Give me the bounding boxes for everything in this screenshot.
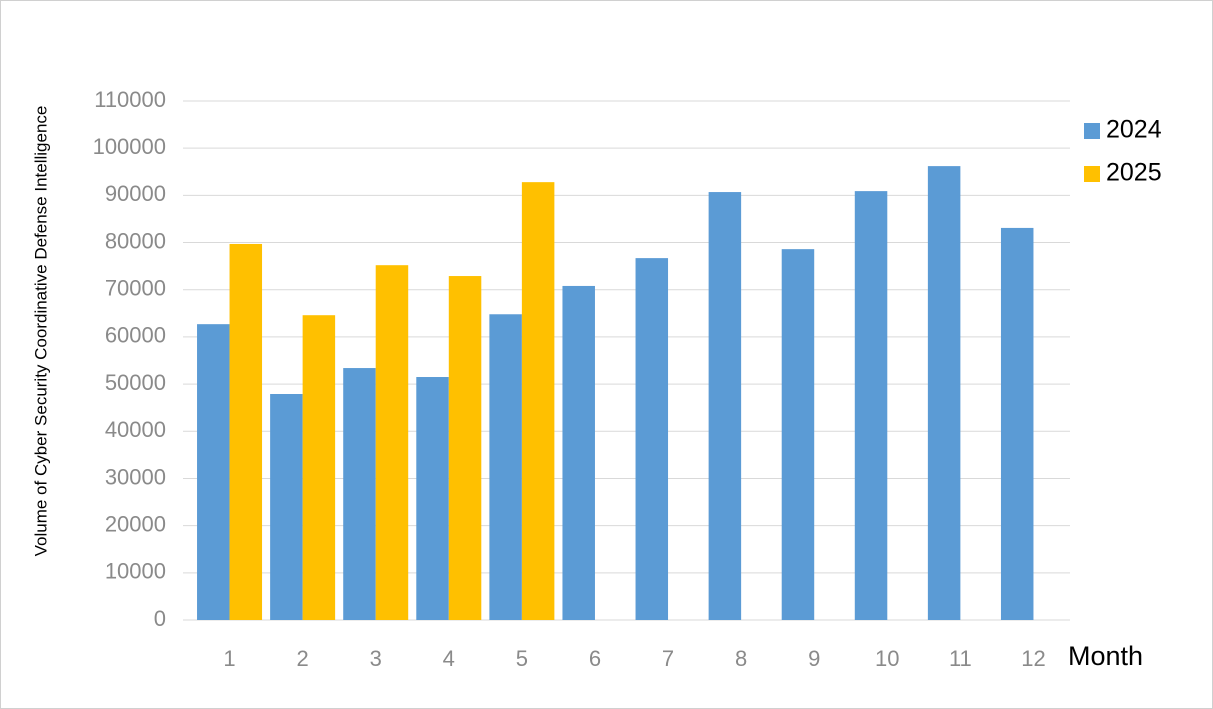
y-tick-label: 70000 <box>105 276 166 301</box>
y-axis-label: Volume of Cyber Security Coordinative De… <box>31 106 50 557</box>
x-tick-label: 1 <box>223 646 235 671</box>
bar <box>1000 227 1034 620</box>
bar <box>635 258 669 620</box>
x-tick-label: 2 <box>297 646 309 671</box>
y-tick-label: 30000 <box>105 464 166 489</box>
y-tick-label: 100000 <box>93 134 166 159</box>
y-tick-label: 60000 <box>105 323 166 348</box>
bar <box>521 182 555 621</box>
bar <box>854 191 888 620</box>
x-tick-label: 9 <box>808 646 820 671</box>
bar <box>562 285 595 620</box>
x-tick-label: 8 <box>735 646 747 671</box>
bar <box>375 265 409 620</box>
y-tick-label: 10000 <box>105 559 166 584</box>
legend-swatch <box>1084 166 1100 182</box>
x-tick-label: 11 <box>949 646 972 671</box>
y-tick-label: 80000 <box>105 228 166 253</box>
y-tick-label: 0 <box>154 606 166 631</box>
x-tick-label: 3 <box>370 646 382 671</box>
x-tick-label: 10 <box>875 646 899 671</box>
bar <box>927 166 961 621</box>
x-axis-label: Month <box>1068 641 1143 671</box>
y-tick-label: 90000 <box>105 181 166 206</box>
x-tick-label: 6 <box>589 646 601 671</box>
y-tick-label: 110000 <box>94 87 166 112</box>
x-tick-label: 5 <box>516 646 528 671</box>
bar <box>416 377 449 620</box>
x-tick-label: 4 <box>443 646 455 671</box>
bar <box>302 315 336 620</box>
y-tick-label: 40000 <box>105 417 166 442</box>
bar <box>229 243 263 620</box>
bar <box>270 393 303 620</box>
legend-label: 2024 <box>1106 116 1162 144</box>
legend-swatch <box>1084 123 1100 139</box>
x-tick-label: 12 <box>1021 646 1045 671</box>
legend-label: 2025 <box>1106 159 1162 187</box>
bar <box>781 249 815 620</box>
x-tick-label: 7 <box>662 646 674 671</box>
bar <box>448 276 482 620</box>
bar <box>197 324 230 620</box>
bar <box>708 192 742 620</box>
y-tick-label: 20000 <box>105 511 166 536</box>
y-tick-label: 50000 <box>105 370 166 395</box>
bar <box>489 314 522 620</box>
bar <box>343 368 376 620</box>
